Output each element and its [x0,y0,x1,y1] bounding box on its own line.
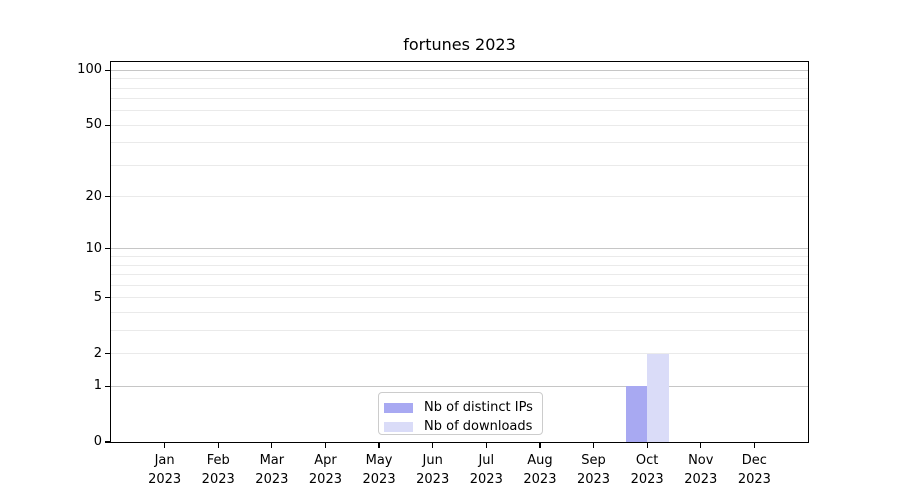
y-tick-label: 20 [85,188,102,204]
x-tick-label: Jun 2023 [416,453,450,487]
gridline-minor [111,78,808,80]
gridline-minor [111,264,808,266]
y-tick-label: 50 [85,117,102,133]
gridline-minor [111,311,808,313]
x-tick-label: Apr 2023 [308,453,342,487]
legend-label-distinct-ips: Nb of distinct IPs [424,400,533,415]
bar-distinct-ips [625,386,648,442]
x-tick-mark [485,443,487,448]
y-tick-mark [105,124,110,126]
x-tick-mark [164,443,166,448]
x-tick-label: Jul 2023 [469,453,503,487]
legend-item-downloads: Nb of downloads [384,417,542,436]
x-tick-mark [700,443,702,448]
legend: Nb of distinct IPs Nb of downloads [378,392,543,435]
gridline-minor [111,284,808,286]
gridline-minor [111,142,808,144]
x-tick-label: Feb 2023 [201,453,235,487]
legend-swatch-downloads-icon [384,421,413,432]
y-tick-mark [105,385,110,387]
gridline-major [111,385,808,387]
x-tick-label: May 2023 [362,453,396,487]
x-tick-label: Oct 2023 [630,453,664,487]
gridline-minor [111,98,808,100]
gridline-major [111,69,808,71]
y-tick-label: 2 [93,345,102,361]
x-tick-label: Mar 2023 [255,453,289,487]
gridline-major [111,248,808,250]
x-axis: Jan 2023 Feb 2023 Mar 2023 Apr 2023 May 2023 Jun 20… [111,443,808,499]
x-tick-label: Aug 2023 [523,453,557,487]
x-tick-label: Sep 2023 [576,453,611,487]
gridline-minor [111,87,808,89]
gridline-minor [111,110,808,112]
x-tick-mark [646,443,648,448]
y-tick-mark [105,248,110,250]
y-tick-label: 1 [93,378,102,394]
x-tick-mark [324,443,327,448]
x-tick-mark [432,443,434,448]
x-tick-mark [753,443,755,448]
x-tick-mark [217,443,219,448]
x-tick-mark [539,443,541,448]
y-tick-label: 0 [93,434,102,449]
x-tick-mark [592,443,595,448]
legend-label-downloads: Nb of downloads [424,419,533,434]
plot-area [110,61,809,443]
y-tick-label: 100 [77,62,102,78]
gridline-minor [111,297,808,299]
x-tick-label: Nov 2023 [684,453,718,487]
y-tick-mark [105,297,110,299]
y-tick-mark [105,69,110,71]
x-tick-label: Dec 2023 [737,453,771,487]
legend-item-distinct-ips: Nb of distinct IPs [384,398,542,417]
bar-downloads [647,353,669,442]
x-tick-mark [271,443,273,448]
x-tick-mark [378,443,380,448]
gridline-minor [111,196,808,198]
y-tick-mark [105,352,110,355]
chart-title: fortunes 2023 [403,35,516,54]
y-tick-label: 10 [85,240,102,256]
y-tick-mark [105,196,110,198]
gridline-minor [111,329,808,331]
gridline-minor [111,164,808,166]
y-tick-mark [105,441,110,443]
gridline-minor [111,124,808,126]
y-axis: 0 1 2 5 10 20 50 100 [0,62,110,449]
x-tick-label: Jan 2023 [148,453,182,487]
gridline-minor [111,256,808,258]
gridline-minor [111,353,808,355]
gridline-minor [111,274,808,276]
legend-swatch-distinct-ips-icon [384,402,413,413]
y-tick-label: 5 [93,289,102,305]
